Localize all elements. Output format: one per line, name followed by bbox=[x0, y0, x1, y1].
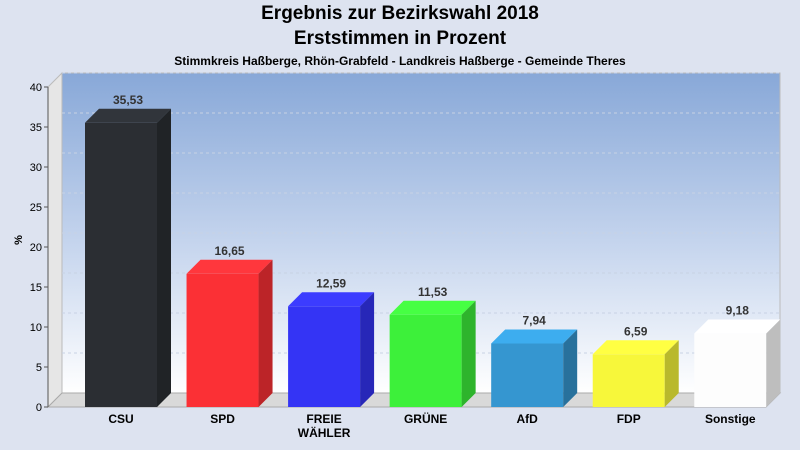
y-axis: 0 5 10 15 20 25 30 35 40 bbox=[30, 82, 49, 414]
y-tick-label: 5 bbox=[36, 362, 42, 374]
bar-front bbox=[85, 122, 157, 407]
bar bbox=[491, 329, 578, 407]
x-tick-label-line: Sonstige bbox=[705, 412, 756, 426]
bar-top bbox=[186, 259, 273, 274]
x-tick-label-line: CSU bbox=[108, 412, 133, 426]
bar bbox=[592, 340, 679, 407]
bar-top bbox=[85, 108, 171, 123]
x-tick-label-line: FDP bbox=[617, 412, 641, 426]
bar-front bbox=[491, 343, 564, 407]
bar-side bbox=[258, 259, 273, 407]
y-tick-label: 30 bbox=[30, 162, 42, 174]
data-label: 6,59 bbox=[624, 324, 648, 338]
bar-top bbox=[491, 329, 578, 344]
data-label: 12,59 bbox=[316, 276, 346, 290]
y-tick-label: 0 bbox=[36, 402, 42, 414]
chart-title-line2: Erststimmen in Prozent bbox=[293, 28, 507, 49]
y-tick-label: 20 bbox=[30, 242, 42, 254]
bar-front bbox=[694, 333, 767, 407]
chart-subtitle: Stimmkreis Haßberge, Rhön-Grabfeld - Lan… bbox=[174, 54, 626, 68]
x-tick-label-line: AfD bbox=[517, 412, 539, 426]
bar-side bbox=[664, 340, 679, 407]
y-tick-label: 25 bbox=[30, 202, 42, 214]
y-tick-label: 10 bbox=[30, 322, 42, 334]
data-label: 11,53 bbox=[418, 285, 448, 299]
bar bbox=[186, 259, 273, 407]
x-tick-label-line: GRÜNE bbox=[404, 411, 447, 426]
data-label: 16,65 bbox=[215, 244, 245, 258]
data-label: 35,53 bbox=[113, 93, 143, 107]
x-tick-label-line: WÄHLER bbox=[298, 425, 351, 440]
bar-side bbox=[360, 292, 375, 407]
data-label: 7,94 bbox=[523, 313, 547, 327]
bar-top bbox=[694, 319, 781, 334]
x-tick-label: Sonstige bbox=[705, 412, 756, 426]
x-tick-label: FDP bbox=[617, 412, 641, 426]
bar-front bbox=[592, 354, 665, 407]
x-tick-label: GRÜNE bbox=[404, 411, 447, 426]
plot-side-wall bbox=[47, 71, 63, 409]
bar-front bbox=[288, 306, 361, 407]
x-tick-label: SPD bbox=[210, 412, 235, 426]
bar bbox=[85, 108, 171, 407]
y-tick-label: 35 bbox=[30, 122, 42, 134]
bar bbox=[288, 292, 375, 407]
bar-side bbox=[766, 319, 781, 407]
bar-side bbox=[563, 329, 578, 407]
bar-side bbox=[461, 300, 476, 407]
x-tick-label: CSU bbox=[108, 412, 133, 426]
chart-title: Ergebnis zur Bezirkswahl 2018 bbox=[261, 3, 539, 24]
bar-top bbox=[592, 340, 679, 355]
y-axis-label: % bbox=[13, 235, 25, 245]
x-tick-label-line: FREIE bbox=[306, 412, 341, 426]
data-label: 9,18 bbox=[726, 304, 750, 318]
x-tick-label-line: SPD bbox=[210, 412, 235, 426]
x-tick-label: FREIE WÄHLER bbox=[298, 412, 351, 440]
x-tick-label: AfD bbox=[517, 412, 539, 426]
bar-top bbox=[389, 300, 476, 315]
bar-front bbox=[186, 273, 259, 407]
bars: 35,53 16,65 12,59 11,53 7,94 6,59 9,18 bbox=[85, 93, 781, 407]
y-tick-label: 40 bbox=[30, 82, 42, 94]
bar-side bbox=[157, 108, 171, 407]
bar bbox=[694, 319, 781, 407]
bar-top bbox=[288, 292, 375, 307]
y-tick-label: 15 bbox=[30, 282, 42, 294]
bar-front bbox=[389, 314, 462, 407]
bar bbox=[389, 300, 476, 407]
x-axis: CSU SPD FREIE WÄHLER GRÜNE AfD FDP Sonstige bbox=[108, 411, 756, 440]
